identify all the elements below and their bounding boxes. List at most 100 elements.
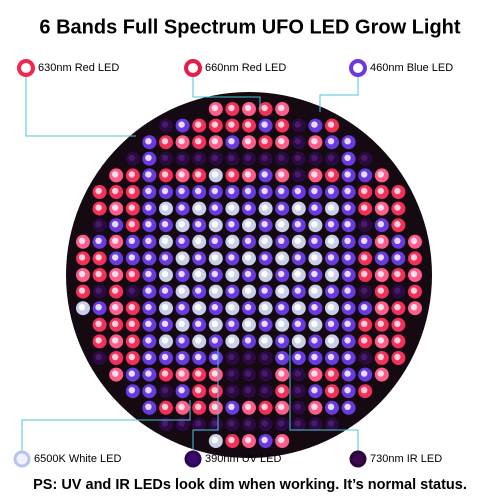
led-highlight [211,270,218,278]
led-highlight [178,387,185,394]
led-label: 660nm Red LED [205,62,286,74]
led-highlight [95,221,102,228]
led-highlight [377,237,384,244]
led-highlight [145,187,152,195]
led-highlight [195,138,202,145]
led-highlight [95,237,102,244]
led-highlight [278,221,285,228]
led-highlight [278,370,285,377]
led-highlight [344,254,351,261]
led-highlight [195,287,202,294]
led-highlight [211,187,218,195]
led-highlight [294,320,301,327]
led-highlight [112,370,119,377]
led-highlight [311,154,318,161]
led-highlight [327,353,335,361]
led-highlight [294,221,301,228]
led-highlight [211,171,218,178]
led-highlight [211,387,218,394]
led-highlight [311,121,318,128]
led-highlight [112,171,119,178]
led-highlight [361,304,368,311]
led-highlight [178,353,185,361]
led-highlight [161,420,169,427]
led-highlight [178,187,185,195]
led-highlight [361,221,368,228]
led-highlight [361,204,368,211]
led-highlight [161,171,169,178]
led-highlight [361,337,368,344]
led-highlight [344,320,351,327]
led-highlight [178,270,185,278]
led-highlight [394,237,401,244]
led-highlight [361,387,368,394]
led-highlight [145,387,152,394]
led-highlight [294,304,301,311]
led-highlight [261,171,268,178]
led-highlight [261,353,268,361]
led-highlight [161,403,169,410]
led-highlight [128,337,135,344]
led-highlight [410,287,418,294]
led-highlight [78,287,86,294]
led-highlight [128,171,135,178]
led-highlight [394,187,401,195]
led-highlight [228,370,235,377]
led-highlight [195,304,202,311]
led-highlight [261,187,268,195]
led-highlight [128,387,135,394]
led-highlight [195,403,202,410]
led-highlight [327,121,335,128]
led-highlight [178,237,185,244]
led-label: 630nm Red LED [38,62,119,74]
led-highlight [278,237,285,244]
led-highlight [278,287,285,294]
led-highlight [178,403,185,410]
led-highlight [327,237,335,244]
led-highlight [211,337,218,344]
led-highlight [377,287,384,294]
led-highlight [78,237,86,244]
led-highlight [145,204,152,211]
led-highlight [128,353,135,361]
led-highlight [278,187,285,195]
led-highlight [278,403,285,410]
led-highlight [128,204,135,211]
led-highlight [311,237,318,244]
led-highlight [178,171,185,178]
led-highlight [78,270,86,278]
led-highlight [228,403,235,410]
led-highlight [278,270,285,278]
led-highlight [294,121,301,128]
title: 6 Bands Full Spectrum UFO LED Grow Light [39,16,460,38]
led-highlight [311,353,318,361]
led-highlight [211,204,218,211]
led-highlight [161,204,169,211]
led-highlight [311,287,318,294]
icon-red [17,59,35,77]
led-highlight [145,287,152,294]
led-highlight [178,337,185,344]
led-highlight [112,320,119,327]
led-highlight [361,370,368,377]
led-highlight [294,237,301,244]
led-highlight [261,403,268,410]
led-highlight [228,221,235,228]
led-highlight [211,221,218,228]
led-highlight [112,287,119,294]
led-highlight [145,171,152,178]
led-highlight [377,171,384,178]
led-highlight [278,254,285,261]
led-highlight [211,237,218,244]
led-highlight [244,221,252,228]
led-highlight [377,320,384,327]
led-highlight [161,270,169,278]
led-highlight [278,121,285,128]
led-highlight [410,254,418,261]
led-highlight [311,320,318,327]
led-highlight [228,187,235,195]
led-highlight [145,370,152,377]
led-highlight [128,187,135,195]
led-highlight [344,387,351,394]
led-highlight [228,353,235,361]
